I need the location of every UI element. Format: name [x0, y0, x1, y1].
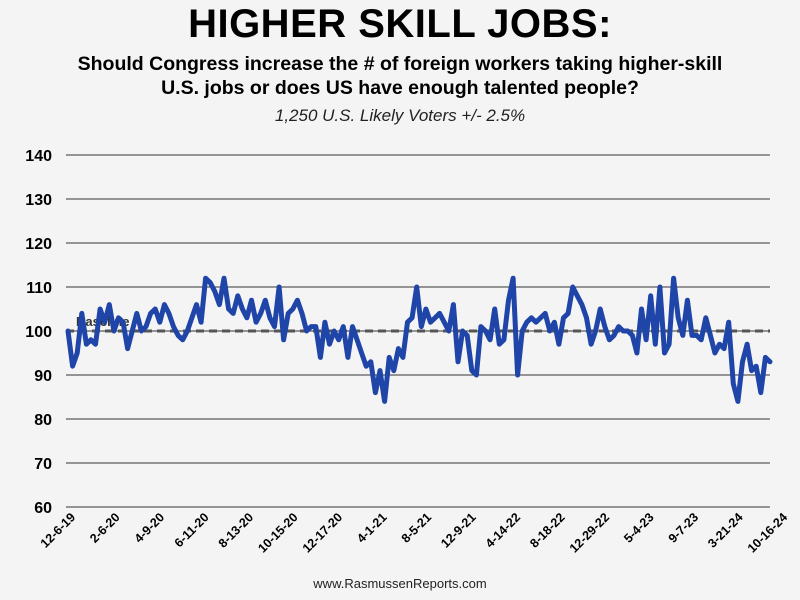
x-tick-label: 12-29-22 — [567, 510, 612, 555]
chart-title: HIGHER SKILL JOBS: — [188, 2, 612, 46]
x-tick-label: 12-17-20 — [300, 510, 345, 555]
subtitle-line-1: Should Congress increase the # of foreig… — [77, 53, 723, 75]
x-tick-label: 3-21-24 — [705, 510, 745, 550]
source-footer[interactable]: www.RasmussenReports.com — [313, 576, 487, 591]
series-group — [65, 275, 773, 404]
x-tick-label: 12-9-21 — [438, 510, 478, 550]
y-tick-label: 70 — [34, 456, 52, 473]
sample-note: 1,250 U.S. Likely Voters +/- 2.5% — [274, 106, 526, 125]
y-tick-label: 120 — [25, 236, 52, 253]
x-tick-label: 10-15-20 — [255, 510, 300, 555]
x-axis-ticks: 12-6-19 2-6-20 4-9-20 6-11-20 8-13-20 10-15-2… — [38, 510, 790, 555]
x-tick-label: 4-14-22 — [483, 510, 523, 550]
subtitle-line-2: U.S. jobs or does US have enough talente… — [161, 77, 639, 99]
y-tick-label: 140 — [25, 148, 52, 165]
x-tick-label: 10-16-24 — [745, 510, 790, 555]
x-tick-label: 4-9-20 — [132, 510, 167, 545]
y-tick-label: 110 — [26, 280, 52, 297]
x-tick-label: 8-13-20 — [216, 510, 256, 550]
x-tick-label: 4-1-21 — [354, 510, 389, 545]
x-tick-label: 9-7-23 — [666, 510, 701, 545]
y-axis-ticks: 60 70 80 90 100 110 120 130 140 — [25, 148, 52, 517]
x-tick-label: 2-6-20 — [87, 510, 122, 545]
y-tick-label: 80 — [34, 412, 52, 429]
y-tick-label: 90 — [34, 368, 52, 385]
x-tick-label: 8-18-22 — [527, 510, 567, 550]
series-line — [65, 275, 773, 404]
y-tick-label: 100 — [25, 324, 52, 341]
y-tick-label: 60 — [34, 500, 52, 517]
x-tick-label: 6-11-20 — [172, 510, 212, 550]
x-tick-label: 8-5-21 — [399, 510, 434, 545]
x-tick-label: 5-4-23 — [621, 510, 656, 545]
y-tick-label: 130 — [25, 192, 52, 209]
chart-subtitle: Should Congress increase the # of foreig… — [20, 52, 780, 100]
